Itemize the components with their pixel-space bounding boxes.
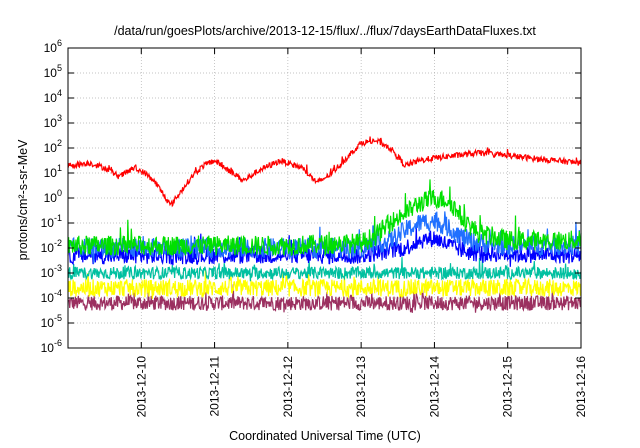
series-line-6 [67, 269, 582, 300]
y-tick-label: 100 [44, 188, 62, 205]
series-line-1 [67, 136, 582, 208]
x-tick-label: 2013-12-11 [208, 356, 222, 417]
x-tick-label: 2013-12-14 [427, 356, 441, 418]
y-tick-label: 10-3 [41, 263, 62, 280]
x-tick-label: 2013-12-12 [281, 356, 295, 418]
y-tick-label: 10-6 [41, 338, 62, 355]
y-tick-label: 105 [44, 63, 62, 80]
x-tick-label: 2013-12-13 [354, 356, 368, 418]
x-axis-label: Coordinated Universal Time (UTC) [229, 429, 421, 443]
y-tick-label: 103 [44, 113, 62, 130]
x-tick-label: 2013-12-16 [574, 356, 588, 418]
x-tick-label: 2013-12-15 [501, 356, 515, 418]
series-line-5 [67, 257, 582, 282]
series-layer [67, 136, 582, 313]
y-axis-label: protons/cm²-s-sr-MeV [16, 139, 30, 261]
chart-title: /data/run/goesPlots/archive/2013-12-15/f… [114, 24, 536, 38]
x-axis: 2013-12-10 2013-12-11 2013-12-12 2013-12-13… [134, 48, 588, 417]
y-tick-label: 10-4 [41, 288, 62, 305]
y-tick-label: 106 [44, 38, 62, 55]
y-tick-label: 10-1 [41, 213, 62, 230]
y-tick-label: 10-2 [41, 238, 62, 255]
y-tick-label: 101 [44, 163, 62, 180]
y-tick-label: 104 [44, 88, 62, 105]
x-tick-label: 2013-12-10 [134, 356, 148, 418]
y-tick-label: 10-5 [41, 313, 62, 330]
y-tick-label: 102 [44, 138, 62, 155]
series-line-2 [67, 179, 582, 257]
series-line-7 [67, 284, 582, 313]
